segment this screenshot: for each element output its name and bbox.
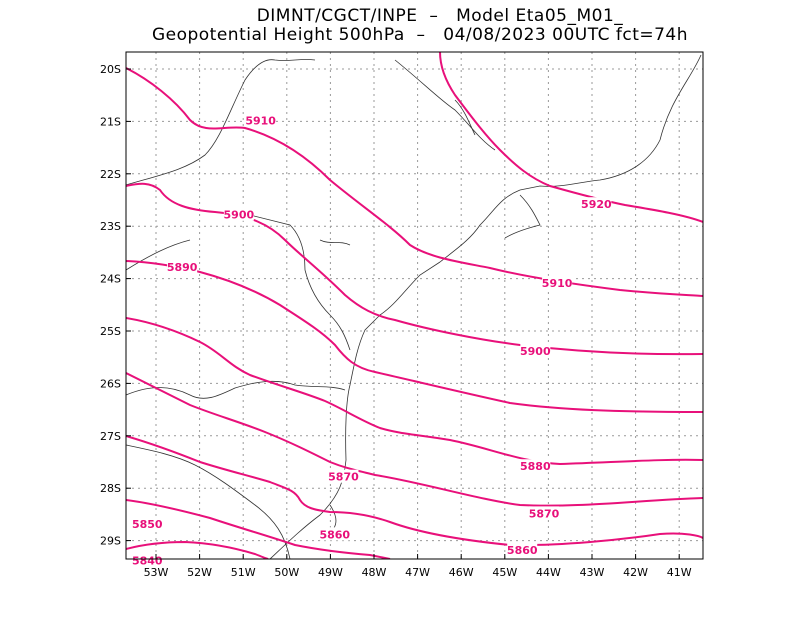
contour-label-bg bbox=[132, 516, 163, 530]
height-contour bbox=[126, 260, 703, 413]
state-border bbox=[126, 444, 291, 559]
lat-tick-label: 25S bbox=[100, 325, 121, 338]
contour-label-bg bbox=[319, 527, 350, 541]
lon-tick-label: 52W bbox=[187, 566, 212, 579]
lon-tick-label: 47W bbox=[405, 566, 430, 579]
height-contour bbox=[439, 52, 703, 223]
contour-label: 5840 bbox=[132, 555, 163, 568]
contour-label-bg bbox=[529, 506, 560, 520]
contour-labels: 5910 5900 5890 5920 5910 5900 5880 5870 5870 5860… bbox=[132, 113, 612, 568]
height-contour bbox=[126, 499, 391, 559]
contour-label-bg bbox=[328, 469, 359, 483]
contour-label: 5880 bbox=[520, 460, 551, 473]
height-contour bbox=[126, 435, 703, 547]
state-border bbox=[126, 59, 316, 186]
bay bbox=[504, 194, 541, 239]
contour-label: 5920 bbox=[581, 198, 612, 211]
latitude-axis: 20S 21S 22S 23S 24S 25S 26S 27S 28S 29S bbox=[100, 63, 131, 548]
contour-label-bg bbox=[223, 207, 254, 221]
height-contour bbox=[126, 67, 703, 297]
contour-label-bg bbox=[520, 343, 551, 357]
state-border bbox=[126, 239, 191, 271]
lon-tick-label: 42W bbox=[623, 566, 648, 579]
lon-tick-label: 43W bbox=[580, 566, 605, 579]
lat-tick-label: 21S bbox=[100, 115, 121, 128]
contour-label: 5910 bbox=[245, 114, 276, 127]
contour-label-bg bbox=[542, 275, 573, 289]
lon-tick-label: 48W bbox=[362, 566, 387, 579]
lon-tick-label: 51W bbox=[231, 566, 256, 579]
map-frame bbox=[125, 51, 704, 560]
contour-label: 5870 bbox=[328, 471, 359, 484]
lon-tick-label: 50W bbox=[274, 566, 299, 579]
contour-label: 5900 bbox=[224, 209, 255, 222]
lon-tick-label: 44W bbox=[536, 566, 561, 579]
lat-tick-label: 20S bbox=[100, 63, 121, 76]
state-border bbox=[126, 380, 346, 399]
contour-label: 5850 bbox=[132, 518, 163, 531]
lat-tick-label: 23S bbox=[100, 220, 121, 233]
contour-label-bg bbox=[132, 553, 163, 567]
contour-label: 5870 bbox=[529, 507, 560, 520]
contour-label: 5860 bbox=[319, 528, 350, 541]
graticule bbox=[126, 52, 703, 559]
lat-tick-label: 22S bbox=[100, 168, 121, 181]
lat-tick-label: 26S bbox=[100, 377, 121, 390]
lon-tick-label: 41W bbox=[667, 566, 692, 579]
contour-label-bg bbox=[167, 260, 198, 274]
lat-tick-label: 24S bbox=[100, 273, 121, 286]
height-contour bbox=[126, 540, 269, 559]
contour-label-bg bbox=[581, 197, 612, 211]
contour-label: 5890 bbox=[167, 261, 198, 274]
contour-label: 5900 bbox=[520, 345, 551, 358]
lon-tick-label: 45W bbox=[492, 566, 517, 579]
lon-tick-label: 46W bbox=[449, 566, 474, 579]
height-contour bbox=[126, 317, 703, 466]
lon-tick-label: 53W bbox=[144, 566, 169, 579]
lon-tick-label: 49W bbox=[318, 566, 343, 579]
state-border bbox=[394, 59, 496, 151]
contour-label: 5910 bbox=[542, 277, 573, 290]
contour-label-bg bbox=[507, 543, 538, 557]
lat-tick-label: 28S bbox=[100, 482, 121, 495]
height-contour bbox=[126, 182, 703, 356]
lake bbox=[454, 99, 476, 136]
coastline-and-borders bbox=[126, 54, 702, 559]
lake bbox=[319, 239, 351, 246]
height-contour bbox=[126, 372, 703, 507]
height-contours bbox=[126, 52, 703, 559]
contour-label: 5860 bbox=[507, 544, 538, 557]
contour-label-bg bbox=[520, 459, 551, 473]
state-border bbox=[229, 209, 351, 351]
longitude-axis: 53W 52W 51W 50W 49W 48W 47W 46W 45W 44W 43W 42W 41W bbox=[144, 554, 692, 579]
contour-label-bg bbox=[245, 113, 276, 127]
lat-tick-label: 27S bbox=[100, 430, 121, 443]
lat-tick-label: 29S bbox=[100, 535, 121, 548]
title-line-2: Geopotential Height 500hPa – 04/08/2023 … bbox=[151, 25, 689, 45]
title-line-1: DIMNT/CGCT/INPE – Model Eta05_M01_ bbox=[256, 6, 624, 26]
